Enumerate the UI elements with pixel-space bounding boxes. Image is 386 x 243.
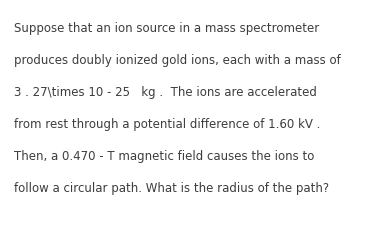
Text: produces doubly ionized gold ions, each with a mass of: produces doubly ionized gold ions, each … — [14, 54, 341, 67]
Text: from rest through a potential difference of 1.60 kV .: from rest through a potential difference… — [14, 118, 320, 131]
Text: follow a circular path. What is the radius of the path?: follow a circular path. What is the radi… — [14, 182, 329, 195]
Text: Then, a 0.470 - T magnetic field causes the ions to: Then, a 0.470 - T magnetic field causes … — [14, 150, 314, 163]
Text: Suppose that an ion source in a mass spectrometer: Suppose that an ion source in a mass spe… — [14, 22, 319, 35]
Text: 3 . 27\times 10 - 25   kg .  The ions are accelerated: 3 . 27\times 10 - 25 kg . The ions are a… — [14, 86, 317, 99]
